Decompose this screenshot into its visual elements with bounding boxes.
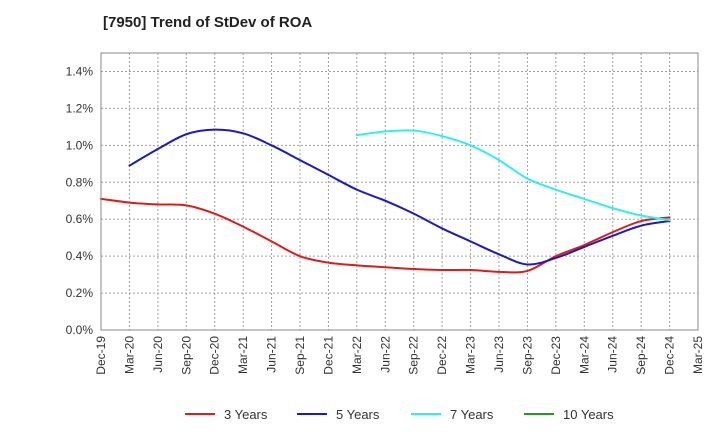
series-layer	[100, 128, 671, 274]
x-tick-label: Mar-21	[236, 336, 250, 374]
y-tick-label: 0.2%	[66, 286, 94, 300]
legend-label: 5 Years	[336, 407, 380, 422]
x-tick-label: Mar-20	[122, 336, 136, 374]
y-tick-label: 1.4%	[66, 64, 94, 78]
x-tick-label: Jun-22	[378, 336, 392, 373]
series-line-7-years	[355, 129, 671, 222]
x-tick-label: Dec-24	[663, 336, 677, 375]
x-tick-label: Mar-25	[691, 336, 705, 374]
x-tick-label: Jun-20	[151, 336, 165, 373]
x-tick-label: Jun-21	[265, 336, 279, 373]
x-tick-label: Dec-21	[321, 336, 335, 375]
x-tick-label: Sep-21	[293, 336, 307, 375]
legend: 3 Years 5 Years 7 Years 10 Years	[185, 407, 614, 422]
legend-label: 10 Years	[563, 407, 614, 422]
legend-item-3-years: 3 Years	[185, 407, 268, 422]
series-line-3-years	[100, 197, 671, 274]
plot-frame	[100, 52, 699, 331]
x-tick-label: Mar-23	[464, 336, 478, 374]
legend-label: 7 Years	[450, 407, 494, 422]
x-tick-label: Sep-23	[520, 336, 534, 375]
x-tick-label: Dec-20	[208, 336, 222, 375]
y-tick-label: 1.0%	[66, 138, 94, 152]
x-axis: Dec-19 Mar-20 Jun-20 Sep-20 Dec-20 Mar-21 Jun-…	[94, 336, 705, 375]
x-tick-label: Sep-20	[179, 336, 193, 375]
x-tick-label: Dec-19	[94, 336, 108, 375]
legend-item-5-years: 5 Years	[297, 407, 380, 422]
legend-label: 3 Years	[224, 407, 268, 422]
y-tick-label: 1.2%	[66, 101, 94, 115]
y-tick-label: 0.6%	[66, 212, 94, 226]
x-tick-label: Jun-24	[606, 336, 620, 373]
chart-title: [7950] Trend of StDev of ROA	[103, 14, 313, 31]
x-tick-label: Sep-22	[407, 336, 421, 375]
y-tick-label: 0.0%	[66, 323, 94, 337]
x-tick-label: Sep-24	[634, 336, 648, 375]
y-tick-label: 0.4%	[66, 249, 94, 263]
x-tick-label: Mar-22	[350, 336, 364, 374]
series-line-5-years	[128, 128, 671, 266]
y-tick-label: 0.8%	[66, 175, 94, 189]
legend-item-10-years: 10 Years	[524, 407, 614, 422]
x-tick-label: Dec-23	[549, 336, 563, 375]
x-tick-label: Mar-24	[577, 336, 591, 374]
y-axis: 0.0% 0.2% 0.4% 0.6% 0.8% 1.0% 1.2% 1.4%	[66, 64, 94, 337]
legend-item-7-years: 7 Years	[411, 407, 494, 422]
x-tick-label: Dec-22	[435, 336, 449, 375]
grid-layer	[101, 53, 698, 330]
x-tick-label: Jun-23	[492, 336, 506, 373]
